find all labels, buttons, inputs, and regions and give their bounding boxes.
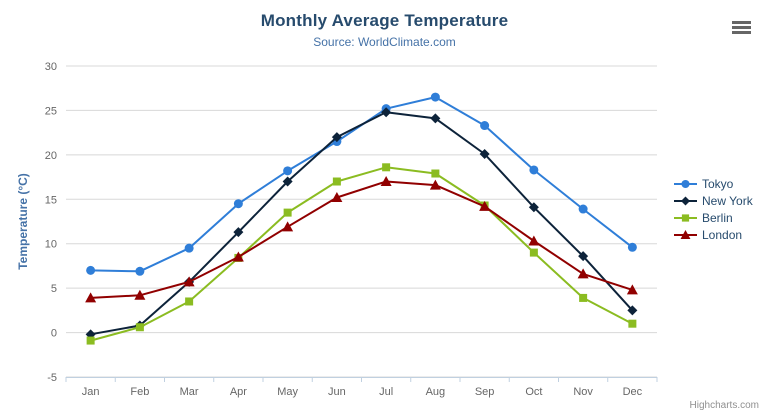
legend-item-berlin[interactable]: Berlin — [674, 210, 753, 226]
x-axis-label: Jun — [328, 386, 346, 398]
marker-tokyo-aug[interactable] — [430, 92, 440, 102]
y-axis-label: 0 — [51, 328, 57, 340]
x-axis-label: Nov — [573, 386, 593, 398]
marker-new-york-oct[interactable] — [528, 202, 539, 213]
legend-marker-london — [680, 230, 691, 240]
y-axis-label: -5 — [47, 372, 57, 384]
x-axis-label: Dec — [623, 386, 643, 398]
marker-new-york-jun[interactable] — [331, 132, 342, 143]
marker-london-jul[interactable] — [380, 176, 392, 187]
x-axis-label: Sep — [475, 386, 495, 398]
legend-marker-berlin — [681, 214, 690, 222]
marker-new-york-nov[interactable] — [578, 251, 589, 262]
hamburger-icon — [732, 26, 751, 29]
marker-new-york-apr[interactable] — [233, 227, 244, 238]
marker-berlin-feb[interactable] — [135, 323, 144, 332]
marker-berlin-aug[interactable] — [431, 169, 440, 178]
x-axis-label: Mar — [180, 386, 199, 398]
y-axis-label: 15 — [45, 194, 57, 206]
x-axis-label: May — [277, 386, 298, 398]
y-axis-label: 30 — [45, 61, 57, 73]
marker-berlin-nov[interactable] — [579, 293, 588, 302]
marker-new-york-dec[interactable] — [627, 305, 638, 316]
x-axis-label: Feb — [130, 386, 149, 398]
x-axis-label: Jul — [379, 386, 393, 398]
chart-subtitle: Source: WorldClimate.com — [313, 35, 456, 49]
hamburger-icon — [732, 21, 751, 24]
y-axis-title: Temperature (°C) — [16, 173, 30, 270]
legend: Tokyo New York Berlin London — [674, 176, 753, 243]
legend-item-label: Tokyo — [702, 177, 734, 191]
marker-tokyo-sep[interactable] — [480, 121, 490, 131]
series-line-new-york — [89, 111, 634, 336]
marker-new-york-aug[interactable] — [430, 113, 441, 124]
x-axis-label: Aug — [426, 386, 446, 398]
marker-new-york-jul[interactable] — [381, 107, 392, 118]
marker-london-jan[interactable] — [85, 292, 97, 303]
highcharts-credit-link[interactable]: Highcharts.com — [689, 400, 759, 411]
series-line-tokyo — [89, 96, 634, 273]
export-menu-button[interactable] — [732, 21, 751, 34]
legend-item-london[interactable]: London — [674, 227, 753, 243]
series-line-berlin — [89, 166, 634, 342]
marker-tokyo-nov[interactable] — [578, 204, 588, 214]
marker-tokyo-may[interactable] — [283, 166, 293, 176]
marker-london-feb[interactable] — [134, 289, 146, 300]
marker-london-apr[interactable] — [232, 251, 244, 262]
marker-new-york-may[interactable] — [282, 176, 293, 187]
legend-item-tokyo[interactable]: Tokyo — [674, 176, 753, 192]
marker-london-aug[interactable] — [429, 179, 441, 190]
hamburger-icon — [732, 31, 751, 34]
marker-berlin-oct[interactable] — [529, 248, 538, 257]
legend-item-label: New York — [702, 194, 753, 208]
marker-london-may[interactable] — [282, 221, 294, 232]
legend-item-label: London — [702, 228, 743, 242]
marker-london-nov[interactable] — [577, 268, 589, 279]
chart-title: Monthly Average Temperature — [260, 11, 509, 30]
x-axis-label: Apr — [230, 386, 247, 398]
marker-tokyo-dec[interactable] — [627, 242, 637, 252]
series-line-london — [89, 180, 634, 299]
y-axis-label: 10 — [45, 239, 57, 251]
marker-tokyo-feb[interactable] — [135, 266, 145, 276]
marker-tokyo-mar[interactable] — [184, 243, 194, 253]
x-axis-label: Jan — [82, 386, 100, 398]
marker-berlin-mar[interactable] — [185, 297, 194, 306]
legend-marker-diamond-icon — [674, 196, 697, 206]
marker-berlin-jan[interactable] — [86, 336, 95, 345]
legend-item-new-york[interactable]: New York — [674, 193, 753, 209]
y-axis-label: 25 — [45, 105, 57, 117]
marker-london-dec[interactable] — [626, 284, 638, 295]
x-axis-label: Oct — [525, 386, 542, 398]
marker-london-oct[interactable] — [528, 235, 540, 246]
y-axis-label: 20 — [45, 150, 57, 162]
marker-london-mar[interactable] — [183, 276, 195, 287]
marker-tokyo-oct[interactable] — [529, 165, 539, 175]
marker-berlin-dec[interactable] — [628, 319, 637, 328]
marker-tokyo-jan[interactable] — [86, 265, 96, 275]
marker-berlin-jun[interactable] — [332, 177, 341, 186]
marker-london-sep[interactable] — [479, 200, 491, 211]
y-axis-label: 5 — [51, 283, 57, 295]
marker-tokyo-apr[interactable] — [233, 199, 243, 209]
legend-marker-tokyo — [681, 179, 690, 189]
marker-london-jun[interactable] — [331, 192, 343, 203]
marker-berlin-may[interactable] — [283, 208, 292, 217]
marker-new-york-sep[interactable] — [479, 148, 490, 159]
legend-marker-new-york — [681, 196, 690, 206]
legend-marker-circle-icon — [674, 179, 697, 189]
marker-berlin-jul[interactable] — [382, 163, 391, 172]
legend-marker-triangle-icon — [674, 230, 697, 240]
legend-marker-square-icon — [674, 214, 697, 222]
legend-item-label: Berlin — [702, 211, 733, 225]
